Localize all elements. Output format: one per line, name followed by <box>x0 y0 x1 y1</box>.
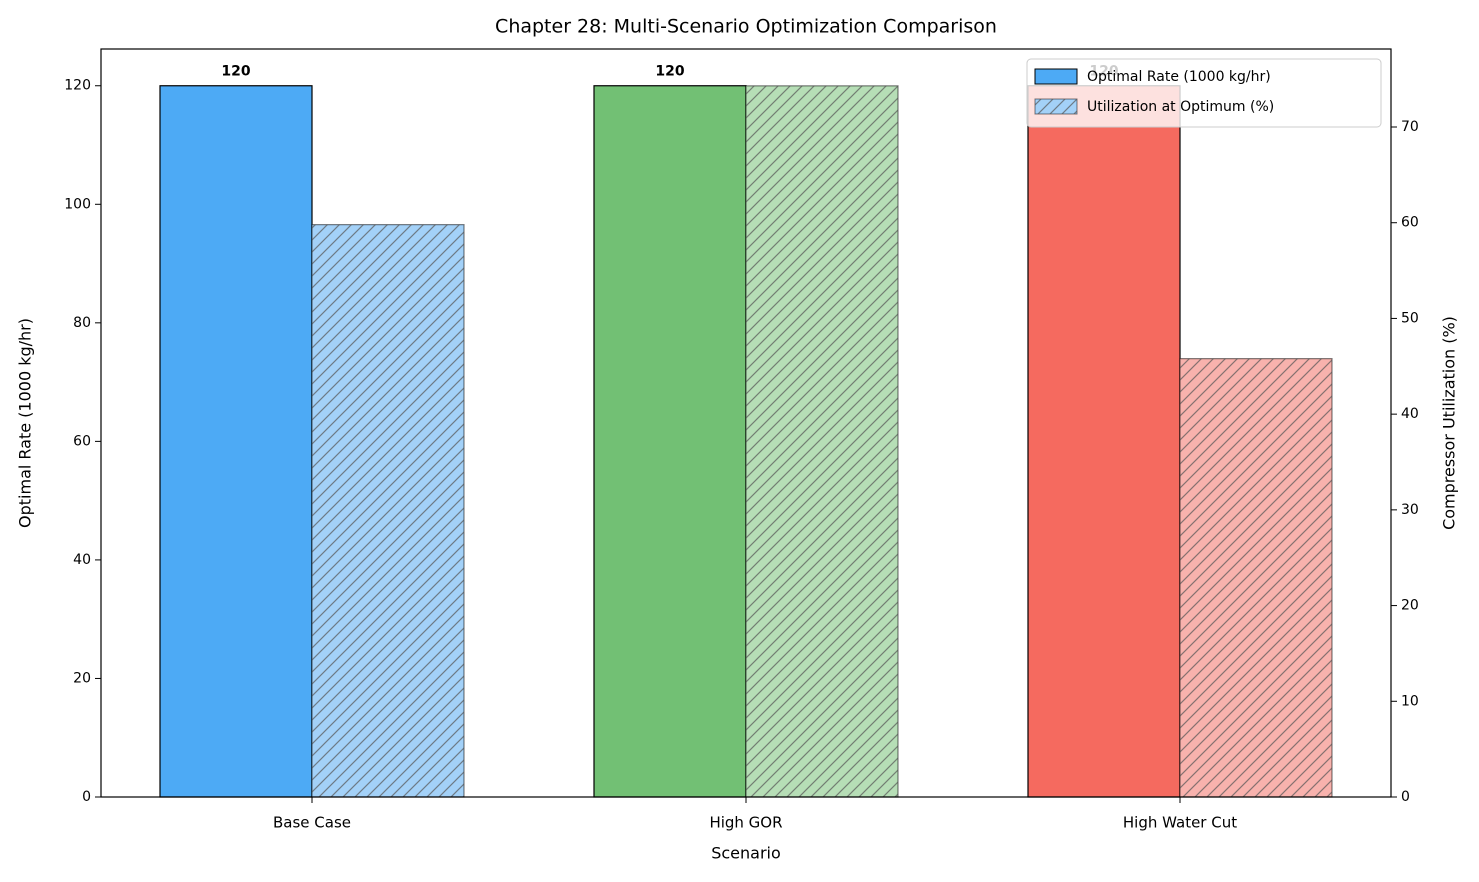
y-tick-label: 40 <box>73 552 91 568</box>
bar <box>1027 85 1181 798</box>
bar <box>593 85 747 798</box>
y2-tick-label: 10 <box>1401 693 1419 709</box>
legend-hatch <box>1035 99 1077 114</box>
y-tick-label: 100 <box>64 196 91 212</box>
value-label: 120 <box>655 64 684 80</box>
y2-tick-label: 60 <box>1401 215 1419 231</box>
bar-hatch <box>312 224 464 797</box>
y2-tick-label: 40 <box>1401 406 1419 422</box>
y2-tick-label: 30 <box>1401 502 1419 518</box>
y-tick-label: 80 <box>73 315 91 331</box>
bar-hatch <box>1180 358 1332 797</box>
legend-swatch <box>1034 68 1078 85</box>
value-label: 120 <box>221 64 250 80</box>
y-tick-label: 120 <box>64 78 91 94</box>
y-axis-label: Optimal Rate (1000 kg/hr) <box>16 318 35 528</box>
bar-hatch <box>746 85 898 797</box>
y2-tick-label: 50 <box>1401 310 1419 326</box>
legend-label: Optimal Rate (1000 kg/hr) <box>1087 69 1271 85</box>
y2-tick-label: 0 <box>1401 789 1410 805</box>
x-tick-label: Base Case <box>273 814 351 832</box>
y-tick-label: 60 <box>73 433 91 449</box>
y-tick-label: 20 <box>73 670 91 686</box>
x-tick-label: High GOR <box>709 814 782 832</box>
y2-axis-label: Compressor Utilization (%) <box>1440 316 1459 530</box>
y-tick-label: 0 <box>82 789 91 805</box>
y2-tick-label: 20 <box>1401 598 1419 614</box>
chart-title: Chapter 28: Multi-Scenario Optimization … <box>495 16 997 38</box>
legend-label: Utilization at Optimum (%) <box>1087 99 1274 115</box>
y2-tick-label: 70 <box>1401 119 1419 135</box>
plot-frame <box>100 48 1392 798</box>
x-axis-label: Scenario <box>711 844 781 863</box>
bar <box>159 85 313 798</box>
legend-box <box>1026 58 1382 128</box>
x-tick-label: High Water Cut <box>1123 814 1237 832</box>
